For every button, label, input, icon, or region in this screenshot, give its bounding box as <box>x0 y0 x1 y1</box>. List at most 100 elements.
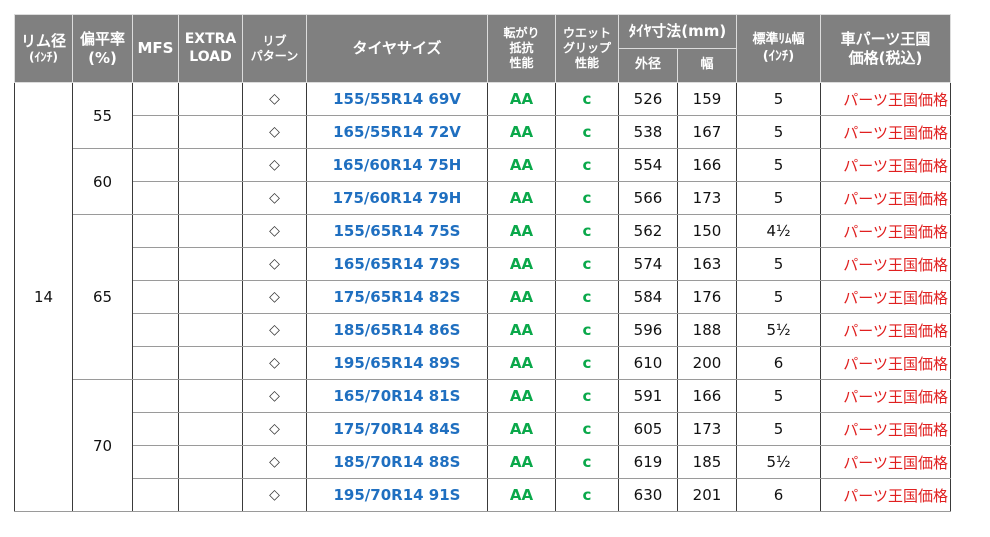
price-link[interactable]: パーツ王国価格 <box>843 387 948 406</box>
tire-size-cell: 195/65R14 89S <box>306 346 488 380</box>
mfs-cell <box>132 346 179 380</box>
rib-pattern-cell: ◇ <box>242 412 307 446</box>
price-link[interactable]: パーツ王国価格 <box>843 222 948 241</box>
price-link-cell[interactable]: パーツ王国価格 <box>820 247 951 281</box>
mfs-cell <box>132 181 179 215</box>
rolling-resistance-cell: AA <box>487 412 556 446</box>
table-row: ◇ 185/70R14 88S AA c 619 185 5½ パーツ王国価格 <box>15 445 951 479</box>
width-cell: 166 <box>677 379 737 413</box>
header-rolling-line2: 抵抗 <box>509 41 534 55</box>
width-cell: 150 <box>677 214 737 248</box>
price-link[interactable]: パーツ王国価格 <box>843 321 948 340</box>
mfs-cell <box>132 82 179 116</box>
price-link[interactable]: パーツ王国価格 <box>843 486 948 505</box>
outer-diameter-cell: 526 <box>618 82 678 116</box>
price-link[interactable]: パーツ王国価格 <box>843 123 948 142</box>
header-tire-size: タイヤサイズ <box>306 14 488 83</box>
price-link[interactable]: パーツ王国価格 <box>843 288 948 307</box>
header-extra-load-line1: EXTRA <box>184 31 237 47</box>
extra-load-cell <box>178 148 243 182</box>
std-rim-width-cell: 5½ <box>736 313 821 347</box>
mfs-cell <box>132 445 179 479</box>
price-link-cell[interactable]: パーツ王国価格 <box>820 82 951 116</box>
std-rim-width-cell: 5 <box>736 82 821 116</box>
header-price: 車パーツ王国 価格(税込) <box>820 14 951 83</box>
header-dimensions: ﾀｲﾔ寸法(mm) <box>618 14 737 49</box>
tire-size-cell: 165/55R14 72V <box>306 115 488 149</box>
rolling-resistance-cell: AA <box>487 478 556 512</box>
rib-pattern-cell: ◇ <box>242 346 307 380</box>
rolling-resistance-cell: AA <box>487 181 556 215</box>
rolling-resistance-cell: AA <box>487 445 556 479</box>
outer-diameter-cell: 605 <box>618 412 678 446</box>
std-rim-width-cell: 5 <box>736 148 821 182</box>
extra-load-cell <box>178 181 243 215</box>
price-link-cell[interactable]: パーツ王国価格 <box>820 115 951 149</box>
rolling-resistance-cell: AA <box>487 148 556 182</box>
rib-pattern-cell: ◇ <box>242 181 307 215</box>
price-link-cell[interactable]: パーツ王国価格 <box>820 148 951 182</box>
price-link-cell[interactable]: パーツ王国価格 <box>820 214 951 248</box>
tire-size-cell: 185/70R14 88S <box>306 445 488 479</box>
price-link[interactable]: パーツ王国価格 <box>843 453 948 472</box>
std-rim-width-cell: 5 <box>736 181 821 215</box>
rib-pattern-cell: ◇ <box>242 445 307 479</box>
rolling-resistance-cell: AA <box>487 214 556 248</box>
price-link-cell[interactable]: パーツ王国価格 <box>820 346 951 380</box>
mfs-cell <box>132 115 179 149</box>
price-link-cell[interactable]: パーツ王国価格 <box>820 412 951 446</box>
mfs-cell <box>132 148 179 182</box>
price-link[interactable]: パーツ王国価格 <box>843 420 948 439</box>
header-aspect-ratio: 偏平率 (%) <box>72 14 133 83</box>
width-cell: 167 <box>677 115 737 149</box>
width-cell: 173 <box>677 181 737 215</box>
mfs-cell <box>132 313 179 347</box>
price-link-cell[interactable]: パーツ王国価格 <box>820 280 951 314</box>
header-rim-diameter: リム径 (ｲﾝﾁ) <box>14 14 73 83</box>
table-row: ◇ 165/55R14 72V AA c 538 167 5 パーツ王国価格 <box>15 115 951 149</box>
table-row: 60 ◇ 165/60R14 75H AA c 554 166 5 パーツ王国価格 <box>15 148 951 215</box>
mfs-cell <box>132 280 179 314</box>
header-wet-line3: 性能 <box>574 56 599 70</box>
width-cell: 159 <box>677 82 737 116</box>
price-link[interactable]: パーツ王国価格 <box>843 189 948 208</box>
wet-grip-cell: c <box>555 280 619 314</box>
price-link-cell[interactable]: パーツ王国価格 <box>820 379 951 413</box>
outer-diameter-cell: 562 <box>618 214 678 248</box>
header-rib-pattern-line2: パターン <box>250 48 299 63</box>
tire-size-cell: 175/60R14 79H <box>306 181 488 215</box>
table-row: ◇ 185/65R14 86S AA c 596 188 5½ パーツ王国価格 <box>15 313 951 347</box>
width-cell: 173 <box>677 412 737 446</box>
std-rim-width-cell: 5 <box>736 115 821 149</box>
aspect-ratio-cell: 65 <box>72 214 133 380</box>
price-link-cell[interactable]: パーツ王国価格 <box>820 445 951 479</box>
price-link[interactable]: パーツ王国価格 <box>843 255 948 274</box>
price-link-cell[interactable]: パーツ王国価格 <box>820 313 951 347</box>
outer-diameter-cell: 538 <box>618 115 678 149</box>
extra-load-cell <box>178 346 243 380</box>
mfs-cell <box>132 412 179 446</box>
tire-size-cell: 155/55R14 69V <box>306 82 488 116</box>
price-link-cell[interactable]: パーツ王国価格 <box>820 478 951 512</box>
table-body: 14 55 ◇ 155/55R14 69V AA c 526 159 5 パーツ王国価格 ◇ 165/… <box>14 82 951 512</box>
price-link-cell[interactable]: パーツ王国価格 <box>820 181 951 215</box>
price-link[interactable]: パーツ王国価格 <box>843 156 948 175</box>
rib-pattern-cell: ◇ <box>242 313 307 347</box>
header-std-rim-width-line2: (ｲﾝﾁ) <box>762 48 795 64</box>
mfs-cell <box>132 247 179 281</box>
extra-load-cell <box>178 247 243 281</box>
header-std-rim-width-line1: 標準ﾘﾑ幅 <box>752 32 805 48</box>
extra-load-cell <box>178 214 243 248</box>
std-rim-width-cell: 5 <box>736 280 821 314</box>
wet-grip-cell: c <box>555 379 619 413</box>
header-price-line2: 価格(税込) <box>848 48 923 67</box>
price-link[interactable]: パーツ王国価格 <box>843 90 948 109</box>
price-link[interactable]: パーツ王国価格 <box>843 354 948 373</box>
wet-grip-cell: c <box>555 478 619 512</box>
aspect-ratio-cell: 70 <box>72 379 133 512</box>
header-rolling-resistance: 転がり 抵抗 性能 <box>487 14 556 83</box>
aspect-ratio-cell: 55 <box>72 82 133 149</box>
rib-pattern-cell: ◇ <box>242 280 307 314</box>
table-row: ◇ 195/70R14 91S AA c 630 201 6 パーツ王国価格 <box>15 478 951 512</box>
tire-size-cell: 165/65R14 79S <box>306 247 488 281</box>
